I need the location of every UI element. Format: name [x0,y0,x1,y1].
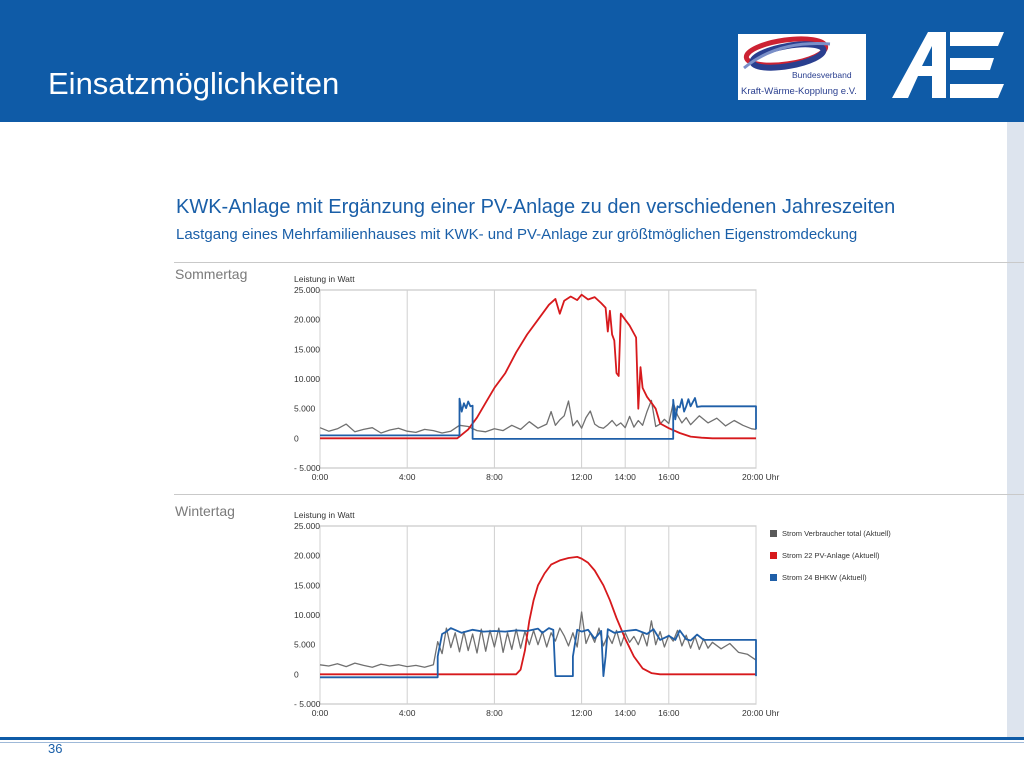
y-tick-label: 20.000 [294,551,320,561]
content-heading: KWK-Anlage mit Ergänzung einer PV-Anlage… [176,196,896,218]
x-tick-label: 4:00 [399,472,416,482]
x-tick-label: 12:00 [571,472,593,482]
right-frame [1007,122,1024,738]
divider-middle [174,494,1024,495]
y-tick-label: 15.000 [294,580,320,590]
x-tick-label: 0:00 [312,472,329,482]
y-tick-label: - 5.000 [294,463,321,473]
x-tick-label: 8:00 [486,708,503,718]
header-bar: Einsatzmöglichkeiten Bundesverband Kraft… [0,0,1024,122]
bkwk-swoosh-icon: Bundesverband Kraft-Wärme-Kopplung e.V. [738,34,866,100]
winter-label: Wintertag [175,503,235,519]
y-tick-label: 10.000 [294,374,320,384]
x-tick-label: 14:00 [615,472,637,482]
bkwk-logo-line2: Kraft-Wärme-Kopplung e.V. [741,86,857,97]
x-tick-label: 20:00 Uhr [742,472,779,482]
divider-top [174,262,1024,263]
y-tick-label: - 5.000 [294,699,321,709]
y-tick-label: 0 [294,433,299,443]
y-tick-label: 25.000 [294,521,320,531]
bkwk-logo-line1: Bundesverband [792,70,852,80]
x-tick-label: 16:00 [658,472,680,482]
legend-swatch [770,574,777,581]
legend-swatch [770,552,777,559]
y-tick-label: 20.000 [294,315,320,325]
legend-label: Strom Verbraucher total (Aktuell) [782,529,891,538]
y-tick-label: 5.000 [294,404,316,414]
x-tick-label: 14:00 [615,708,637,718]
x-tick-label: 12:00 [571,708,593,718]
legend-swatch [770,530,777,537]
winter-chart: 0:00 4:00 8:00 12:00 14:00 16:00 20:00 Uhr - 5.… [294,510,891,718]
legend-label: Strom 22 PV-Anlage (Aktuell) [782,551,880,560]
plot-frame [319,289,757,469]
ae-logo-icon [892,32,1004,98]
page-title: Einsatzmöglichkeiten [48,66,340,101]
x-tick-label: 4:00 [399,708,416,718]
y-tick-label: 15.000 [294,344,320,354]
content-subheading: Lastgang eines Mehrfamilienhauses mit KW… [176,226,858,243]
series-line [319,611,757,668]
y-tick-label: 5.000 [294,640,316,650]
series-line [320,397,757,440]
summer-label: Sommertag [175,266,248,282]
footer-line-thin [0,742,1024,743]
x-tick-label: 0:00 [312,708,329,718]
ae-logo [888,30,1006,100]
series-line [320,293,756,440]
page-number: 36 [48,741,63,756]
y-tick-label: 0 [294,669,299,679]
footer-line [0,737,1024,740]
y-tick-label: 10.000 [294,610,320,620]
legend-label: Strom 24 BHKW (Aktuell) [782,573,867,582]
x-tick-label: 20:00 Uhr [742,708,779,718]
x-tick-label: 8:00 [486,472,503,482]
y-axis-label: Leistung in Watt [294,510,355,520]
x-tick-label: 16:00 [658,708,680,718]
summer-chart: 0:00 4:00 8:00 12:00 14:00 16:00 20:00 Uhr - 5.… [294,274,779,482]
bkwk-logo: Bundesverband Kraft-Wärme-Kopplung e.V. [738,34,866,100]
series-line [320,627,757,679]
y-tick-label: 25.000 [294,285,320,295]
series-line [320,556,756,676]
y-axis-label: Leistung in Watt [294,274,355,284]
